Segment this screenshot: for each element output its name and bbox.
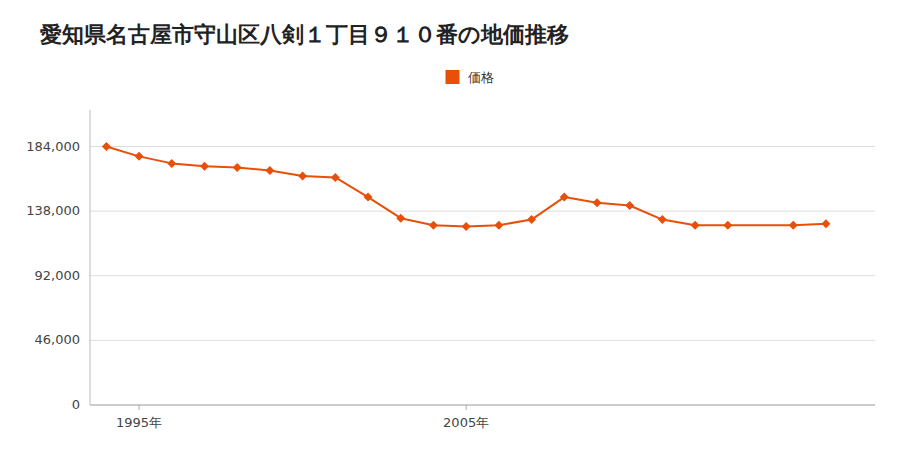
legend-label: 価格: [468, 70, 494, 85]
marker: [364, 193, 373, 202]
y-tick-label: 0: [72, 397, 80, 412]
marker: [723, 221, 732, 230]
legend-swatch: [446, 70, 460, 84]
marker: [494, 221, 503, 230]
marker: [658, 215, 667, 224]
marker: [200, 162, 209, 171]
y-grid: [90, 147, 875, 405]
x-axis-line: [90, 405, 875, 406]
marker: [298, 172, 307, 181]
y-tick-label: 138,000: [26, 203, 80, 218]
line: [106, 147, 826, 227]
marker: [462, 222, 471, 231]
x-tick: [139, 405, 140, 410]
y-tick-label: 184,000: [26, 139, 80, 154]
marker: [135, 152, 144, 161]
grid-line: [90, 275, 875, 276]
title: 愛知県名古屋市守山区八剣１丁目９１０番の地価推移: [40, 22, 569, 47]
x-tick-label: 2005年: [443, 415, 489, 430]
x-axis: 1995年 2005年: [90, 405, 875, 430]
marker: [167, 159, 176, 168]
marker: [265, 166, 274, 175]
marker: [429, 221, 438, 230]
grid-line: [90, 211, 875, 212]
marker: [102, 142, 111, 151]
y-tick-label: 46,000: [35, 332, 81, 347]
marker: [691, 221, 700, 230]
marker: [527, 215, 536, 224]
background: [0, 0, 900, 450]
chart: 愛知県名古屋市守山区八剣１丁目９１０番の地価推移 0 46,000 92,000 138…: [0, 0, 900, 450]
x-tick-label: 1995年: [116, 415, 162, 430]
marker: [592, 198, 601, 207]
grid-line: [90, 340, 875, 341]
y-tick-label: 92,000: [35, 268, 81, 283]
y-axis-line: [90, 110, 91, 405]
plot-area: [102, 142, 831, 231]
marker: [821, 219, 830, 228]
marker: [625, 201, 634, 210]
marker: [560, 193, 569, 202]
marker: [789, 221, 798, 230]
y-axis: 0 46,000 92,000 138,000 184,000: [26, 110, 90, 412]
legend: 価格: [446, 70, 494, 85]
grid-line: [90, 146, 875, 147]
marker: [396, 214, 405, 223]
marker: [233, 163, 242, 172]
marker: [331, 173, 340, 182]
x-tick: [466, 405, 467, 410]
grid-line: [90, 405, 875, 406]
